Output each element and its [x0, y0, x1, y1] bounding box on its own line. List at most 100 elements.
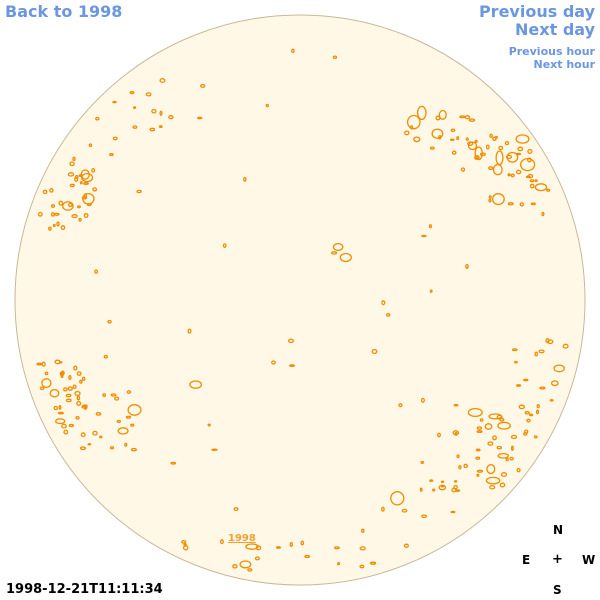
- contour-spot: [75, 415, 80, 420]
- contour-spot: [536, 403, 540, 409]
- contour-spot: [189, 380, 203, 389]
- contour-spot: [401, 508, 408, 513]
- contour-spot: [524, 429, 529, 434]
- contour-spot: [68, 375, 72, 380]
- contour-spot: [518, 404, 526, 410]
- contour-spot: [53, 212, 60, 216]
- contour-spot: [450, 510, 456, 514]
- contour-spot: [78, 217, 82, 222]
- contour-spot: [287, 338, 295, 344]
- compass-south: S: [553, 583, 562, 597]
- contour-spot: [485, 144, 490, 150]
- contour-spot: [381, 506, 385, 512]
- contour-spot: [95, 412, 102, 416]
- contour-spot: [479, 152, 486, 156]
- contour-spot: [403, 543, 409, 549]
- next-day-link[interactable]: Next day: [515, 20, 595, 39]
- contour-spot: [420, 397, 425, 403]
- contour-spot: [59, 371, 64, 377]
- contour-spot: [132, 106, 137, 109]
- contour-spot: [524, 411, 530, 415]
- contour-spot: [170, 461, 177, 465]
- contour-spot: [69, 161, 75, 167]
- contour-spot: [489, 484, 496, 490]
- compass-center-cross: +: [552, 552, 563, 567]
- next-hour-link[interactable]: Next hour: [533, 58, 596, 71]
- contour-spot: [381, 300, 386, 306]
- contour-spot: [406, 114, 421, 130]
- contour-spot: [79, 446, 87, 451]
- contour-spot: [36, 362, 43, 366]
- contour-spot: [492, 136, 497, 141]
- contour-spot: [58, 200, 64, 206]
- contour-spot: [517, 146, 524, 152]
- contour-spot: [467, 407, 483, 418]
- contour-spot: [438, 109, 447, 120]
- contour-spot: [528, 413, 534, 417]
- year-marker-link[interactable]: 1998: [228, 533, 256, 544]
- contour-spot: [80, 432, 86, 438]
- contour-spot: [479, 418, 484, 422]
- contour-spot: [117, 427, 129, 435]
- observation-timestamp: 1998-12-21T11:11:34: [6, 582, 163, 597]
- contour-spot: [468, 118, 476, 122]
- contour-spot: [304, 554, 311, 559]
- contour-spot: [149, 127, 156, 132]
- contour-spot: [243, 176, 247, 182]
- contour-spot: [57, 411, 64, 415]
- contour-spot: [440, 480, 445, 483]
- contour-spot: [533, 435, 538, 439]
- contour-spot: [289, 364, 295, 367]
- contour-spot: [83, 213, 89, 218]
- contour-spot: [515, 384, 522, 387]
- previous-hour-link[interactable]: Previous hour: [508, 45, 595, 58]
- contour-spot: [247, 568, 253, 572]
- contour-spot: [515, 169, 522, 175]
- back-to-year-link[interactable]: Back to 1998: [5, 2, 123, 21]
- contour-spot: [467, 141, 474, 146]
- contour-spot: [82, 404, 88, 408]
- contour-spot: [519, 202, 525, 207]
- contour-spot: [507, 173, 511, 177]
- contour-spot: [492, 435, 497, 441]
- contour-spot: [130, 423, 135, 427]
- contour-spot: [476, 426, 483, 430]
- contour-spot: [65, 398, 72, 403]
- contour-spot: [454, 431, 458, 436]
- contour-spot: [41, 378, 52, 389]
- contour-spot: [416, 105, 427, 121]
- contour-spot: [86, 203, 92, 207]
- contour-spot: [124, 442, 128, 447]
- contour-spot: [410, 125, 414, 130]
- contour-spot: [91, 167, 96, 173]
- contour-spot: [550, 380, 559, 387]
- contour-spot: [79, 379, 83, 384]
- contour-spot: [475, 448, 481, 452]
- contour-spot: [332, 55, 338, 59]
- compass-west: W: [582, 553, 596, 567]
- contour-spot: [420, 460, 425, 464]
- contour-spot: [211, 448, 218, 451]
- contour-spot: [429, 289, 433, 293]
- contour-spot: [488, 198, 492, 203]
- contour-spot: [467, 141, 478, 151]
- contour-spot: [398, 403, 403, 408]
- contour-spot: [458, 465, 462, 470]
- previous-day-link[interactable]: Previous day: [478, 2, 595, 21]
- contour-spot: [475, 456, 481, 460]
- contour-spot: [359, 546, 366, 551]
- contour-spot: [489, 133, 493, 139]
- contour-spot: [125, 415, 132, 419]
- magnetogram-contours: [36, 48, 569, 572]
- contour-spot: [74, 390, 81, 397]
- contour-spot: [95, 116, 100, 121]
- contour-spot: [440, 484, 445, 488]
- contour-spot: [534, 179, 538, 182]
- contour-spot: [254, 556, 260, 561]
- compass-north: N: [553, 523, 564, 537]
- contour-spot: [88, 143, 93, 148]
- contour-spot: [126, 390, 132, 394]
- contour-spot: [510, 173, 515, 178]
- contour-spot: [158, 125, 163, 129]
- contour-spot: [197, 116, 203, 120]
